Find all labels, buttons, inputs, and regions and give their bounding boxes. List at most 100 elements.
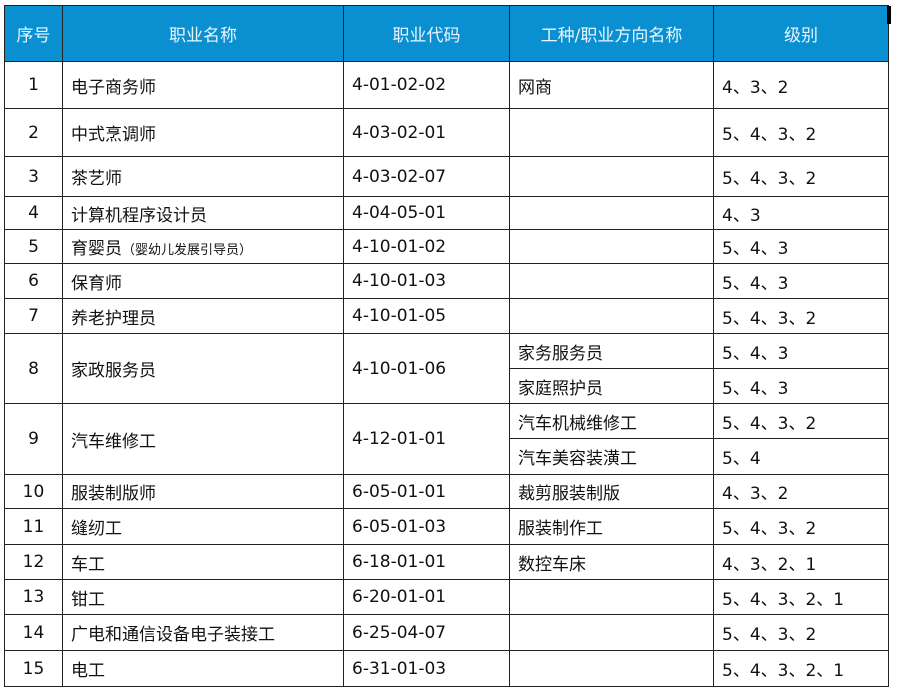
table-row: 汽车美容装潢工 5、4 (5, 438, 889, 475)
occupation-name-text: 电工 (71, 661, 105, 681)
occupation-code: 4-01-02-02 (343, 61, 510, 109)
table-row: 8 家政服务员 4-10-01-06 家务服务员 5、4、3 (4, 333, 889, 404)
level: 5、4、3 (713, 263, 889, 299)
table-row: 9 汽车维修工 4-12-01-01 汽车机械维修工 5、4、3、2 (4, 403, 889, 475)
level: 4、3 (713, 196, 889, 230)
occupation-name: 育婴员（婴幼儿发展引导员） (62, 229, 344, 264)
occupation-name: 茶艺师 (62, 156, 344, 197)
occupation-name: 电工 (62, 650, 344, 687)
occupation-name-text: 汽车维修工 (71, 431, 156, 452)
level: 5、4、3 (713, 229, 889, 264)
occupation-code: 6-20-01-01 (343, 579, 510, 615)
occupation-code: 6-18-01-01 (343, 544, 510, 580)
level: 5、4 (713, 438, 889, 475)
table-row: 11 缝纫工 6-05-01-03 服装制作工 5、4、3、2 (4, 508, 889, 545)
occupation-name-text: 育婴员 (71, 239, 122, 259)
occupation-name-text: 服装制版师 (71, 484, 156, 504)
occupation-name: 缝纫工 (62, 508, 344, 545)
header-row: 序号 职业名称 职业代码 工种/职业方向名称 级别 (4, 5, 889, 62)
table-row: 7 养老护理员 4-10-01-05 5、4、3、2 (4, 298, 889, 334)
table-row: 10 服装制版师 6-05-01-01 裁剪服装制版 4、3、2 (4, 474, 889, 509)
table-row: 14 广电和通信设备电子装接工 6-25-04-07 5、4、3、2 (4, 614, 889, 651)
occupation-name: 服装制版师 (62, 474, 344, 509)
row-index: 11 (4, 508, 63, 545)
header-direction: 工种/职业方向名称 (509, 5, 714, 62)
table-row: 3 茶艺师 4-03-02-07 5、4、3、2 (4, 156, 889, 197)
direction-name: 家庭照护员 (509, 368, 714, 404)
row-index: 13 (4, 579, 63, 615)
occupation-name: 保育师 (62, 263, 344, 299)
row-index: 8 (4, 333, 63, 404)
table-row: 家庭照护员 5、4、3 (5, 368, 889, 404)
table-row: 5 育婴员（婴幼儿发展引导员） 4-10-01-02 5、4、3 (4, 229, 889, 264)
occupation-name-text: 车工 (71, 554, 105, 575)
direction-name (509, 196, 714, 230)
row-index: 12 (4, 544, 63, 580)
direction-name: 网商 (509, 61, 714, 109)
occupation-name: 汽车维修工 (62, 403, 344, 475)
occupation-name-text: 家政服务员 (71, 361, 156, 381)
occupation-code: 4-03-02-07 (343, 156, 510, 197)
row-index: 3 (4, 156, 63, 197)
occupation-code: 4-10-01-05 (343, 298, 510, 334)
direction-name (509, 298, 714, 334)
occupation-code: 6-31-01-03 (343, 650, 510, 687)
occupation-name-note: （婴幼儿发展引导员） (122, 243, 253, 258)
row-index: 6 (4, 263, 63, 299)
level: 4、3、2 (713, 61, 889, 109)
occupation-name-text: 广电和通信设备电子装接工 (71, 625, 275, 645)
occupation-code: 4-10-01-03 (343, 263, 510, 299)
header-code: 职业代码 (343, 5, 510, 62)
occupation-name: 车工 (62, 544, 344, 580)
table-row: 15 电工 6-31-01-03 5、4、3、2、1 (4, 650, 889, 687)
level: 5、4、3、2 (713, 508, 889, 545)
occupation-name: 广电和通信设备电子装接工 (62, 614, 344, 651)
table-row: 12 车工 6-18-01-01 数控车床 4、3、2、1 (4, 544, 889, 580)
row-index: 7 (4, 298, 63, 334)
row-index: 14 (4, 614, 63, 651)
header-name: 职业名称 (62, 5, 344, 62)
occupation-code: 4-03-02-01 (343, 108, 510, 157)
occupation-name-text: 电子商务师 (71, 77, 156, 98)
level: 4、3、2 (713, 474, 889, 509)
edge-mark (887, 6, 891, 24)
direction-name (509, 614, 714, 651)
occupation-name: 钳工 (62, 579, 344, 615)
row-index: 15 (4, 650, 63, 687)
row-index: 4 (4, 196, 63, 230)
direction-name: 汽车美容装潢工 (509, 438, 714, 475)
occupation-name-text: 缝纫工 (71, 519, 122, 539)
direction-name (509, 579, 714, 615)
row-index: 1 (4, 61, 63, 109)
level: 5、4、3、2、1 (713, 579, 889, 615)
level: 4、3、2、1 (713, 544, 889, 580)
direction-name: 裁剪服装制版 (509, 474, 714, 509)
direction-name (509, 108, 714, 157)
level: 5、4、3 (713, 333, 889, 369)
occupation-name-text: 中式烹调师 (71, 125, 156, 145)
occupation-name-text: 茶艺师 (71, 169, 122, 189)
occupation-code: 4-04-05-01 (343, 196, 510, 230)
occupation-name: 计算机程序设计员 (62, 196, 344, 230)
row-index: 2 (4, 108, 63, 157)
direction-name: 汽车机械维修工 (509, 403, 714, 439)
occupation-name: 养老护理员 (62, 298, 344, 334)
occupation-name-text: 钳工 (71, 589, 105, 610)
table-row: 4 计算机程序设计员 4-04-05-01 4、3 (4, 196, 889, 230)
direction-name: 服装制作工 (509, 508, 714, 545)
table-row: 6 保育师 4-10-01-03 5、4、3 (4, 263, 889, 299)
direction-name (509, 229, 714, 264)
occupation-table: 序号 职业名称 职业代码 工种/职业方向名称 级别 1 电子商务师 4-01-02-… (4, 5, 889, 687)
row-index: 10 (4, 474, 63, 509)
occupation-name-text: 计算机程序设计员 (71, 205, 207, 226)
level: 5、4、3、2、1 (713, 650, 889, 687)
table-row: 13 钳工 6-20-01-01 5、4、3、2、1 (4, 579, 889, 615)
level: 5、4、3、2 (713, 156, 889, 197)
direction-name (509, 156, 714, 197)
occupation-code: 4-10-01-02 (343, 229, 510, 264)
row-index: 5 (4, 229, 63, 264)
direction-name: 数控车床 (509, 544, 714, 580)
occupation-name: 中式烹调师 (62, 108, 344, 157)
occupation-name-text: 保育师 (71, 273, 122, 294)
occupation-name-text: 养老护理员 (71, 308, 156, 329)
